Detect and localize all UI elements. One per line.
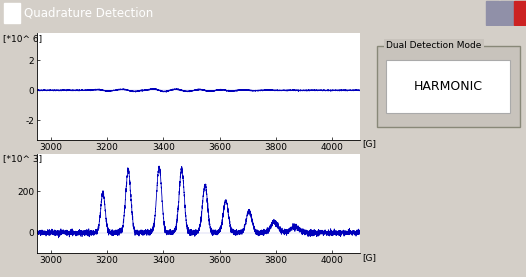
Bar: [514, 1, 526, 25]
Text: Quadrature Detection: Quadrature Detection: [24, 7, 153, 20]
Bar: [500, 1, 513, 25]
Bar: [4, 3, 20, 23]
Text: [*10^ 6]: [*10^ 6]: [3, 35, 42, 43]
FancyBboxPatch shape: [377, 46, 520, 127]
Text: [*10^ 3]: [*10^ 3]: [3, 154, 42, 163]
Text: [G]: [G]: [362, 253, 376, 262]
Bar: [486, 1, 499, 25]
Text: HARMONIC: HARMONIC: [414, 80, 483, 93]
FancyBboxPatch shape: [386, 60, 510, 113]
Text: Dual Detection Mode: Dual Detection Mode: [386, 41, 482, 50]
Text: [G]: [G]: [362, 139, 376, 148]
